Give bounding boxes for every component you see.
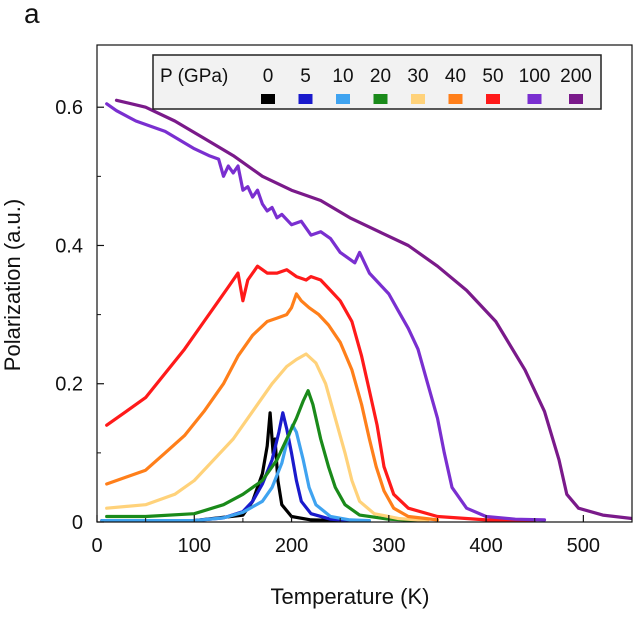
legend-swatch-200	[569, 94, 583, 104]
legend-label-10: 10	[332, 66, 353, 87]
legend-label-30: 30	[407, 66, 428, 87]
legend-label-50: 50	[482, 66, 503, 87]
legend-swatch-100	[527, 94, 542, 104]
legend-label-5: 5	[300, 66, 311, 87]
legend-title: P (GPa)	[160, 66, 228, 87]
legend-box	[152, 54, 602, 110]
y-tick-label: 0.6	[55, 97, 83, 119]
legend-swatch-5	[298, 94, 313, 104]
legend-label-40: 40	[445, 66, 466, 87]
legend-swatch-0	[261, 94, 275, 104]
y-axis-label: Polarization (a.u.)	[0, 199, 25, 371]
x-tick-label: 500	[567, 535, 600, 557]
series-line-30	[105, 352, 430, 522]
x-tick-label: 400	[469, 535, 502, 557]
legend-swatch-50	[486, 94, 500, 104]
series-line-40	[105, 292, 440, 522]
legend-swatch-40	[448, 94, 463, 104]
plot-frame	[96, 44, 633, 523]
legend-swatch-20	[373, 94, 388, 104]
legend-label-200: 200	[560, 66, 592, 87]
series-line-50	[105, 264, 537, 522]
legend-label-20: 20	[370, 66, 391, 87]
axis-layer: 0 100 200 300 400 500 0 0.2 0.4 0.6	[55, 97, 600, 557]
x-tick-label: 100	[178, 535, 211, 557]
x-axis-label: Temperature (K)	[271, 584, 430, 609]
y-tick-label: 0.2	[55, 374, 83, 396]
legend-label-100: 100	[519, 66, 551, 87]
x-tick-label: 0	[91, 535, 102, 557]
x-tick-label: 200	[275, 535, 308, 557]
series-line-200	[114, 98, 632, 521]
legend-swatch-10	[336, 94, 350, 104]
y-tick-label: 0.4	[55, 235, 83, 257]
series-line-20	[105, 389, 420, 522]
series-layer	[100, 98, 632, 522]
legend: P (GPa) 0 5 10 20 30 40 50 100 200	[152, 54, 602, 110]
series-line-100	[105, 102, 547, 522]
panel-label: a	[24, 0, 40, 29]
y-tick-label: 0	[72, 512, 83, 534]
legend-label-0: 0	[263, 66, 274, 87]
legend-swatch-30	[411, 94, 425, 104]
x-tick-label: 300	[372, 535, 405, 557]
